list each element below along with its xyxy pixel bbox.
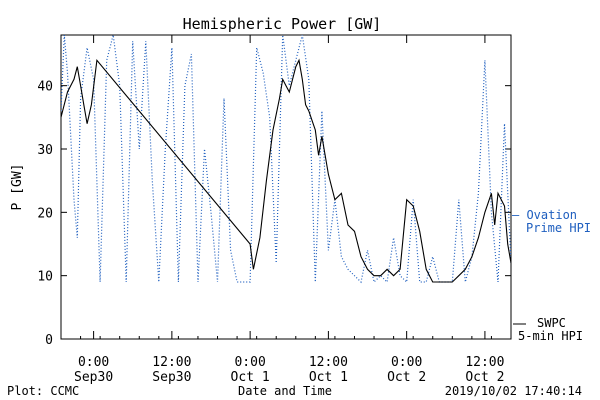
y-tick-label: 0: [45, 333, 53, 348]
y-tick-label: 40: [37, 80, 53, 95]
x-tick-label-date: Sep30: [74, 370, 113, 385]
series-layer: [61, 35, 511, 284]
x-tick-label-time: 12:00: [465, 355, 504, 370]
y-axis-label: P [GW]: [10, 164, 25, 211]
legend-swpc-line1: SWPC: [537, 316, 566, 330]
x-tick-label-date: Sep30: [152, 370, 191, 385]
x-tick-label-date: Oct 2: [387, 370, 426, 385]
y-tick-label: 20: [37, 206, 53, 221]
y-tick-label: 30: [37, 143, 53, 158]
footer-credit: Plot: CCMC: [7, 384, 79, 398]
series-ovation-line: [61, 35, 511, 284]
x-tick-label-date: Oct 1: [231, 370, 270, 385]
legend-ovation: – Ovation Prime HPI: [512, 208, 591, 235]
x-tick-label-date: Oct 2: [465, 370, 504, 385]
x-tick-label-time: 0:00: [78, 355, 109, 370]
footer-timestamp: 2019/10/02 17:40:14: [445, 384, 582, 398]
plot-frame: [60, 34, 512, 340]
legend-ovation-line2: Prime HPI: [526, 221, 591, 235]
plot-area: [60, 34, 512, 340]
x-tick-label-time: 0:00: [234, 355, 265, 370]
legend-swpc: SWPC 5-min HPI: [513, 316, 583, 343]
x-tick-label-time: 0:00: [391, 355, 422, 370]
x-tick-label-time: 12:00: [152, 355, 191, 370]
legend-swpc-line2: 5-min HPI: [518, 329, 583, 343]
chart-title: Hemispheric Power [GW]: [183, 15, 382, 33]
x-axis-label: Date and Time: [238, 384, 332, 398]
legend-ovation-line1: – Ovation: [512, 208, 577, 222]
x-tick-label-time: 12:00: [309, 355, 348, 370]
y-tick-label: 10: [37, 270, 53, 285]
series-swpc-line: [61, 58, 511, 283]
y-axis: 0 10 20 30 40: [37, 80, 511, 348]
x-tick-label-date: Oct 1: [309, 370, 348, 385]
